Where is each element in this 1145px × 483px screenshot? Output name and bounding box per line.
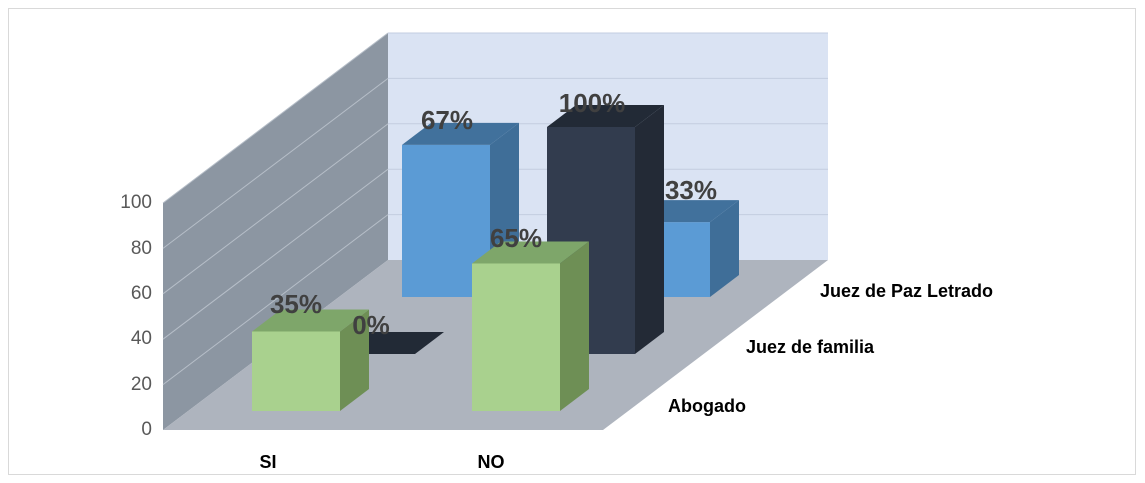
data-labels: 35% 65% 0% 100% 67% 33%	[270, 88, 717, 340]
y-tick-label: 60	[131, 283, 152, 304]
bar-top-face	[402, 122, 519, 145]
bar-top-face	[472, 241, 589, 264]
data-label-juez-paz-si: 67%	[421, 105, 473, 135]
side-wall-gridline	[162, 214, 389, 385]
series-label-juez-paz-letrado: Juez de Paz Letrado	[820, 281, 993, 301]
bar-side-face	[340, 309, 369, 411]
y-tick-label: 80	[131, 238, 152, 259]
side-wall-gridline	[162, 123, 389, 295]
side-wall-gridline	[162, 32, 389, 204]
bar-abogado-no	[472, 241, 589, 411]
bar-front-face	[472, 263, 560, 411]
y-tick-label: 20	[131, 374, 152, 395]
side-wall-gridline	[162, 78, 389, 249]
y-tick-label: 40	[131, 328, 152, 349]
side-wall-gridline	[162, 168, 389, 340]
y-tick-label: 0	[141, 419, 152, 440]
data-label-abogado-no: 65%	[490, 223, 542, 253]
y-tick-label: 100	[120, 192, 152, 213]
data-label-juez-familia-no: 100%	[559, 88, 626, 118]
bar-side-face	[710, 200, 739, 297]
bar-top-face	[252, 309, 369, 332]
bar-side-face	[560, 241, 589, 411]
bar-front-face	[252, 331, 340, 411]
side-wall	[163, 33, 388, 430]
bars	[252, 105, 739, 411]
series-label-abogado: Abogado	[668, 396, 746, 416]
bar-top-face	[547, 105, 664, 127]
bar-abogado-si	[252, 309, 369, 411]
y-axis-ticks: 0 20 40 60 80 100	[120, 192, 152, 440]
data-label-abogado-si: 35%	[270, 289, 322, 319]
x-category-label-si: SI	[259, 452, 276, 472]
x-category-label-no: NO	[478, 452, 505, 472]
bar-side-face	[635, 105, 664, 354]
data-label-juez-paz-no: 33%	[665, 175, 717, 205]
series-label-juez-familia: Juez de familia	[746, 337, 875, 357]
bar-front-face	[402, 144, 490, 297]
data-label-juez-familia-si: 0%	[352, 310, 390, 340]
